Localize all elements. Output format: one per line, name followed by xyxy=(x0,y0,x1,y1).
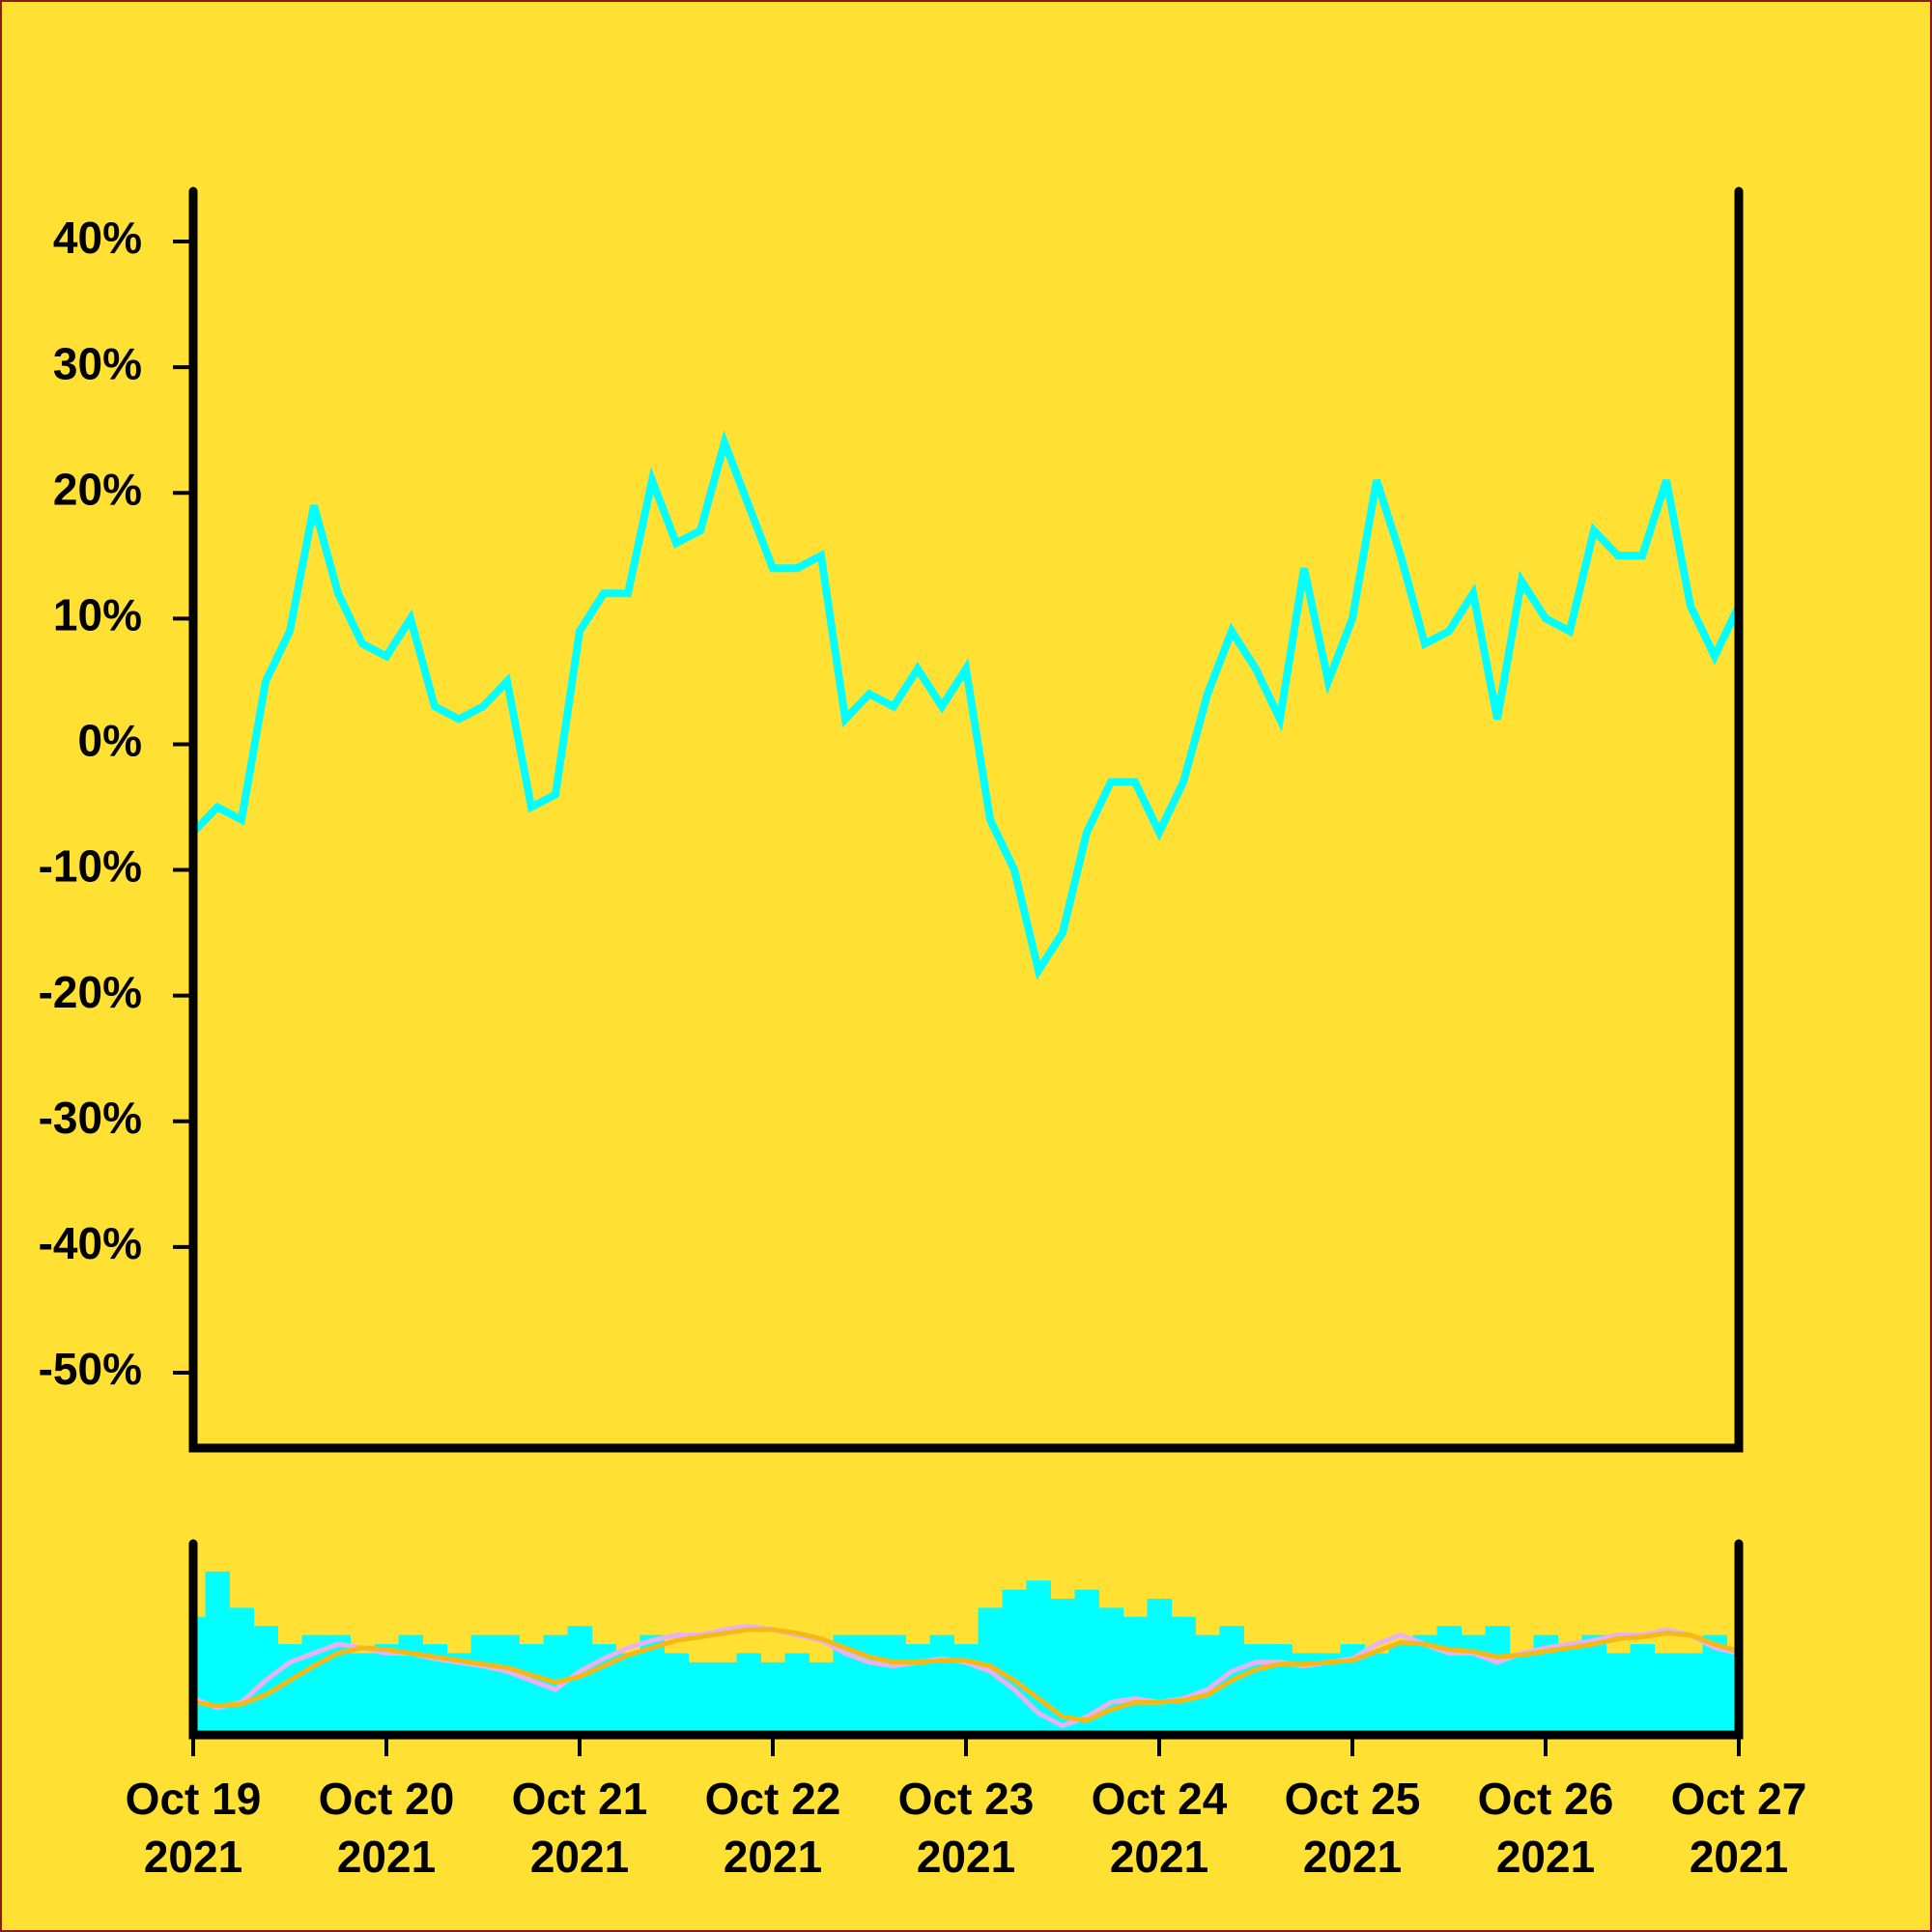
x-tick-label: Oct 25 2021 xyxy=(1285,1774,1421,1882)
moving-average-line xyxy=(193,1627,1739,1723)
volume-bar xyxy=(929,1634,954,1735)
x-tick-label: Oct 23 2021 xyxy=(898,1774,1035,1882)
volume-panel xyxy=(193,1571,1739,1735)
volume-bar xyxy=(1436,1626,1462,1735)
y-tick-label: -10% xyxy=(39,841,142,892)
x-tick-label: Oct 22 2021 xyxy=(705,1774,841,1882)
volume-bar xyxy=(1026,1580,1051,1735)
volume-bar xyxy=(1654,1653,1679,1735)
volume-bar xyxy=(1678,1653,1703,1735)
volume-bar xyxy=(470,1634,496,1735)
x-tick-label: Oct 26 2021 xyxy=(1478,1774,1614,1882)
volume-bar xyxy=(1630,1644,1655,1735)
x-tick-label: Oct 27 2021 xyxy=(1671,1774,1807,1882)
volume-bar xyxy=(664,1653,689,1735)
volume-bar xyxy=(1412,1634,1437,1735)
volume-bar xyxy=(953,1644,979,1735)
y-tick-label: -20% xyxy=(39,967,142,1017)
volume-bar xyxy=(1557,1644,1582,1735)
volume-bar xyxy=(784,1653,810,1735)
y-tick-label: 0% xyxy=(78,716,142,766)
volume-bar xyxy=(1364,1653,1389,1735)
volume-bar xyxy=(1388,1644,1413,1735)
price-line xyxy=(190,430,1743,980)
volume-bar xyxy=(205,1571,230,1735)
volume-bar xyxy=(1605,1653,1631,1735)
y-tick-label: -40% xyxy=(39,1218,142,1268)
x-tick-label: Oct 21 2021 xyxy=(512,1774,648,1882)
volume-bar xyxy=(1509,1653,1534,1735)
volume-bar xyxy=(712,1662,737,1735)
volume-bar xyxy=(615,1653,640,1735)
volume-bar xyxy=(519,1644,544,1735)
volume-bar xyxy=(881,1634,906,1735)
volume-bar xyxy=(1147,1599,1172,1735)
y-tick-label: -30% xyxy=(39,1093,142,1143)
volume-bar xyxy=(688,1662,713,1735)
volume-bar xyxy=(229,1607,254,1735)
volume-bar xyxy=(446,1653,471,1735)
y-tick-label: 40% xyxy=(53,213,142,263)
volume-bar xyxy=(736,1653,761,1735)
volume-bar xyxy=(1316,1653,1341,1735)
y-tick-label: 30% xyxy=(53,338,142,388)
volume-bar xyxy=(1122,1616,1148,1735)
volume-bar xyxy=(495,1634,520,1735)
volume-bar xyxy=(1243,1644,1268,1735)
volume-bar xyxy=(1171,1616,1196,1735)
volume-bar xyxy=(905,1644,930,1735)
x-tick-label: Oct 20 2021 xyxy=(319,1774,455,1882)
volume-bar xyxy=(1267,1644,1293,1735)
volume-bar xyxy=(1485,1626,1510,1735)
volume-bar xyxy=(809,1662,834,1735)
volume-bar xyxy=(1002,1589,1027,1735)
volume-bar xyxy=(760,1662,785,1735)
y-tick-label: 20% xyxy=(53,464,142,514)
volume-bar xyxy=(857,1634,882,1735)
y-tick-label: -50% xyxy=(39,1344,142,1394)
x-tick-label: Oct 24 2021 xyxy=(1092,1774,1228,1882)
y-tick-label: 10% xyxy=(53,589,142,639)
axis-frame xyxy=(188,186,1744,1453)
volume-bar xyxy=(374,1644,399,1735)
x-tick-label: Oct 19 2021 xyxy=(126,1774,262,1882)
volume-bar xyxy=(350,1653,375,1735)
volume-bar xyxy=(1581,1634,1606,1735)
